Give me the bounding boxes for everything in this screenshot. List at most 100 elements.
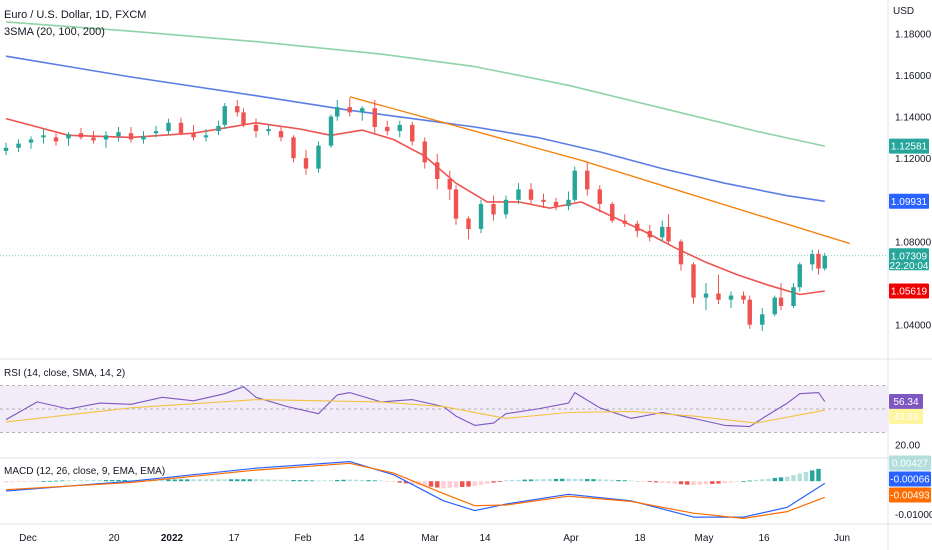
- price-tag-value: 1.05619: [891, 286, 928, 297]
- macd-histogram-bar: [603, 479, 609, 482]
- candle-body: [797, 264, 802, 288]
- price-tick-label: 1.14000: [895, 113, 932, 124]
- macd-histogram-bar: [10, 481, 15, 483]
- candle-body: [453, 189, 459, 219]
- macd-histogram-bar: [172, 479, 177, 482]
- sma-indicator-label[interactable]: 3SMA (20, 100, 200): [4, 26, 105, 38]
- candle-body: [178, 122, 184, 134]
- macd-histogram-bar: [553, 478, 559, 482]
- macd-histogram-bar: [166, 479, 171, 482]
- macd-histogram-bar: [322, 480, 327, 482]
- candle-body: [385, 126, 390, 132]
- macd-histogram-bar: [803, 471, 809, 482]
- macd-histogram-bar: [185, 479, 190, 482]
- macd-histogram-bar: [472, 481, 477, 487]
- macd-histogram-bar: [222, 479, 227, 482]
- candle-body: [447, 179, 452, 190]
- macd-tag-value: 0.00427: [892, 459, 929, 470]
- candle-body: [116, 132, 121, 137]
- macd-histogram-bar: [366, 480, 371, 482]
- macd-histogram-bar: [235, 479, 240, 482]
- macd-histogram-bar: [672, 481, 677, 484]
- macd-histogram-bar: [785, 476, 790, 482]
- macd-histogram-bar: [697, 481, 702, 485]
- candle-body: [816, 253, 821, 269]
- macd-histogram-bar: [341, 479, 346, 482]
- candle-body: [572, 170, 577, 200]
- candle-body: [222, 106, 227, 125]
- candle-body: [503, 199, 509, 215]
- macd-histogram-bar: [497, 481, 502, 483]
- macd-histogram-bar: [328, 480, 334, 482]
- price-tag: [889, 193, 929, 209]
- candle-body: [466, 218, 471, 229]
- macd-histogram-bar: [441, 481, 446, 489]
- macd-histogram-bar: [610, 479, 615, 482]
- macd-histogram-bar: [272, 479, 277, 482]
- candle-body: [3, 147, 9, 151]
- candle-body: [491, 203, 496, 215]
- candle-body: [291, 137, 296, 159]
- macd-histogram-bar: [35, 481, 40, 483]
- macd-histogram-bar: [428, 481, 434, 487]
- macd-histogram-bar: [91, 480, 96, 482]
- candle-body: [435, 162, 440, 179]
- price-tick-label: 1.16000: [895, 71, 932, 82]
- macd-histogram-bar: [778, 477, 784, 482]
- macd-histogram-bar: [628, 480, 634, 482]
- macd-histogram-bar: [66, 480, 71, 482]
- candle-body: [335, 107, 340, 117]
- price-tag-value: 1.12581: [891, 142, 928, 153]
- macd-histogram-bar: [385, 481, 390, 483]
- macd-histogram-bar: [528, 479, 534, 482]
- macd-histogram-bar: [741, 481, 746, 483]
- time-tick-label: 20: [108, 533, 120, 544]
- rsi-title: RSI (14, close, SMA, 14, 2): [4, 368, 125, 379]
- macd-histogram-bar: [560, 478, 565, 482]
- macd-tag: [889, 471, 931, 487]
- macd-histogram-bar: [522, 479, 527, 482]
- rsi-tag: [889, 408, 923, 424]
- macd-histogram-bar: [410, 481, 415, 485]
- macd-histogram-bar: [391, 481, 396, 483]
- candle-body: [585, 170, 590, 190]
- sma20-line: [5, 117, 825, 296]
- macd-histogram-bar: [3, 481, 9, 483]
- macd-histogram-bar: [641, 481, 646, 483]
- candle-body: [91, 137, 96, 141]
- macd-histogram-bar: [241, 479, 246, 482]
- candle-body: [647, 231, 652, 238]
- time-tick-label: Feb: [294, 533, 312, 544]
- candle-body: [622, 220, 627, 224]
- candle-body: [241, 112, 246, 125]
- macd-histogram-bar: [816, 468, 821, 482]
- price-tag: [889, 248, 929, 271]
- candle-body: [153, 131, 159, 134]
- macd-histogram-bar: [703, 481, 709, 485]
- macd-histogram-bar: [710, 481, 715, 484]
- macd-histogram-bar: [772, 477, 777, 482]
- candle-body: [528, 189, 534, 200]
- price-tick-label: 1.04000: [895, 321, 932, 332]
- macd-histogram-bar: [285, 479, 290, 482]
- macd-histogram-bar: [47, 480, 52, 482]
- price-tag: [889, 283, 929, 299]
- macd-histogram-bar: [478, 481, 484, 485]
- macd-histogram-bar: [766, 478, 771, 482]
- macd-histogram-bar: [597, 479, 602, 482]
- macd-histogram-bar: [85, 480, 90, 482]
- time-tick-label: 17: [228, 533, 240, 544]
- candle-body: [410, 124, 415, 142]
- macd-histogram-bar: [760, 479, 765, 482]
- candle-body: [791, 287, 796, 306]
- macd-histogram-bar: [260, 479, 265, 482]
- candle-body: [303, 158, 309, 169]
- symbol-title[interactable]: Euro / U.S. Dollar, 1D, FXCM: [4, 9, 147, 21]
- candle-body: [278, 131, 284, 138]
- candle-body: [703, 293, 709, 298]
- macd-histogram-bar: [41, 481, 46, 482]
- macd-histogram-bar: [197, 479, 202, 482]
- macd-histogram-bar: [616, 480, 621, 482]
- macd-histogram-bar: [210, 479, 215, 482]
